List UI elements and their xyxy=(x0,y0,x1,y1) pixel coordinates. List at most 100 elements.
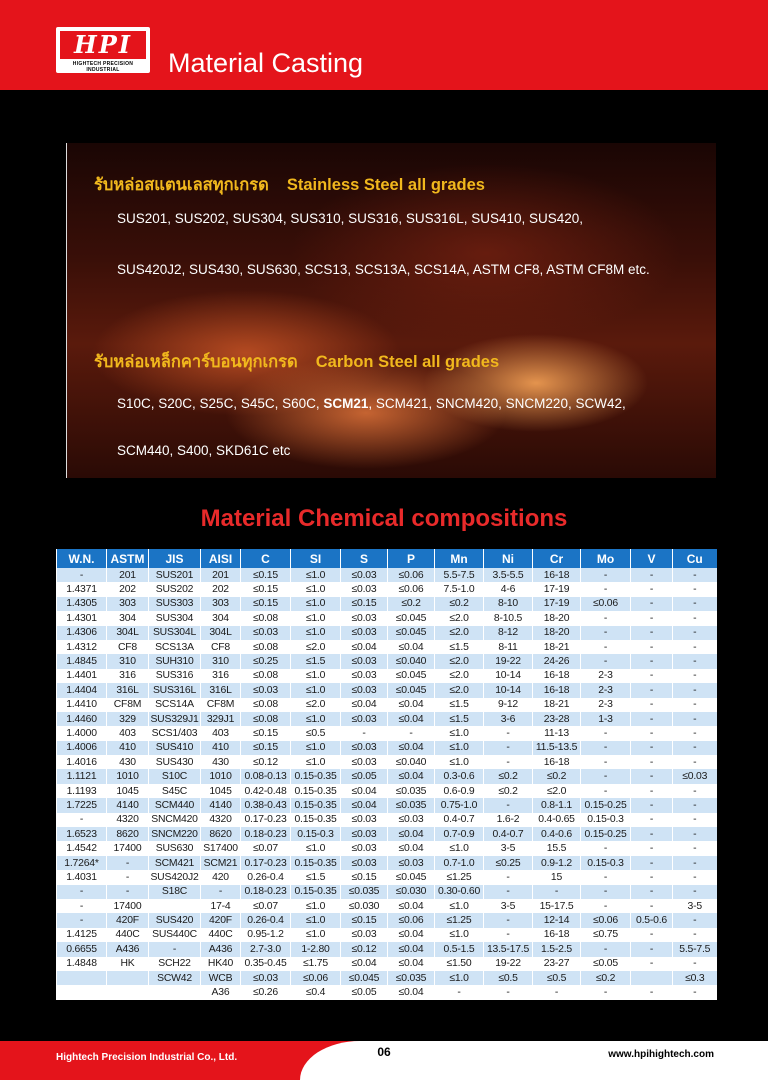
table-cell: 0.17-0.23 xyxy=(240,812,291,828)
table-cell: ≤0.03 xyxy=(340,841,388,856)
table-cell: 0.7-0.9 xyxy=(434,827,484,842)
table-cell: SUS329J1 xyxy=(148,711,201,727)
table-cell: 1.4404 xyxy=(56,683,107,698)
column-header: JIS xyxy=(148,549,201,568)
table-cell: ≤0.15 xyxy=(240,582,291,597)
table-cell: 0.7-1.0 xyxy=(434,855,484,871)
table-cell: ≤0.03 xyxy=(340,668,388,684)
table-cell: 1.4845 xyxy=(56,654,107,669)
table-cell: 1.4371 xyxy=(56,582,107,597)
table-cell: 1.1121 xyxy=(56,769,107,784)
table-cell: - xyxy=(672,625,717,640)
table-cell: ≤0.26 xyxy=(240,985,291,1000)
table-row: 1.4460 329 SUS329J1 329J1 ≤0.08 ≤1.0 ≤0.03 ≤0.0… xyxy=(56,711,717,727)
table-cell: ≤0.03 xyxy=(672,769,717,784)
table-cell: 1.1193 xyxy=(56,783,107,799)
table-cell: ≤1.5 xyxy=(434,639,484,655)
table-cell: ≤0.08 xyxy=(240,668,291,684)
table-cell: - xyxy=(672,697,717,712)
table-cell: ≤0.2 xyxy=(532,769,581,784)
table-cell: 11-13 xyxy=(532,726,581,741)
table-cell: S10C xyxy=(148,769,201,784)
table-cell: - xyxy=(532,884,581,899)
table-cell: ≤1.0 xyxy=(290,711,341,727)
table-cell: ≤0.5 xyxy=(483,970,533,986)
table-cell: 8-11 xyxy=(483,639,533,655)
carbon-grades-a: S10C, S20C, S25C, S45C, S60C, xyxy=(117,396,324,411)
table-cell: ≤0.2 xyxy=(483,783,533,799)
table-cell: 430 xyxy=(106,755,149,770)
table-cell: 0.15-0.25 xyxy=(580,827,631,842)
table-cell: 316 xyxy=(200,668,241,684)
table-row: 1.4848 HK SCH22 HK40 0.35-0.45 ≤1.75 ≤0.04 ≤0.0… xyxy=(56,956,717,971)
table-cell: ≤0.03 xyxy=(340,812,388,828)
table-cell: SUS303 xyxy=(148,596,201,612)
table-row: 1.4305 303 SUS303 303 ≤0.15 ≤1.0 ≤0.15 ≤0.2 ≤0.2… xyxy=(56,596,717,612)
table-cell: 0.6655 xyxy=(56,942,107,957)
footer-company: Hightech Precision Industrial Co., Ltd. xyxy=(56,1052,238,1063)
table-cell: 0.15-0.35 xyxy=(290,884,341,899)
table-cell: 0.4-0.6 xyxy=(532,827,581,842)
table-cell: ≤0.04 xyxy=(387,956,435,971)
table-cell: 420F xyxy=(200,913,241,928)
page-number: 06 xyxy=(377,1045,391,1059)
table-cell: 17-19 xyxy=(532,582,581,597)
table-cell: S45C xyxy=(148,783,201,799)
table-cell: 15-17.5 xyxy=(532,898,581,914)
table-cell: 0.18-0.23 xyxy=(240,827,291,842)
table-cell: ≤2.0 xyxy=(434,611,484,626)
table-cell: 1.4312 xyxy=(56,639,107,655)
table-row: 1.4006 410 SUS410 410 ≤0.15 ≤1.0 ≤0.03 ≤0.04 ≤1.… xyxy=(56,740,717,756)
table-cell: 0.5-1.5 xyxy=(434,942,484,957)
table-cell: 0.4-0.7 xyxy=(434,812,484,828)
column-header: V xyxy=(630,549,673,568)
table-cell: ≤0.08 xyxy=(240,697,291,712)
table-cell: - xyxy=(483,884,533,899)
table-cell: 403 xyxy=(106,726,149,741)
table-cell: - xyxy=(672,639,717,655)
table-cell: - xyxy=(630,611,673,626)
table-cell: SCM440 xyxy=(148,798,201,813)
table-cell: - xyxy=(483,726,533,741)
table-cell: 304L xyxy=(200,625,241,640)
footer-website[interactable]: www.hpihightech.com xyxy=(608,1049,714,1060)
table-row: 1.1193 1045 S45C 1045 0.42-0.48 0.15-0.35 ≤0.0… xyxy=(56,783,717,799)
table-cell: 2-3 xyxy=(580,683,631,698)
table-cell: 3.5-5.5 xyxy=(483,568,533,583)
table-cell: 303 xyxy=(106,596,149,612)
column-header: Mo xyxy=(580,549,631,568)
table-cell: ≤0.15 xyxy=(340,913,388,928)
table-cell: 0.17-0.23 xyxy=(240,855,291,871)
table-cell: ≤0.045 xyxy=(340,970,388,986)
table-row: 0.6655 A436- A436 2.7-3.0 1-2.80 ≤0.12 ≤0.04 0.… xyxy=(56,942,717,957)
table-cell: - xyxy=(672,783,717,799)
table-cell: ≤0.3 xyxy=(672,970,717,986)
table-cell: - xyxy=(56,898,107,914)
table-cell: 19-22 xyxy=(483,654,533,669)
table-cell: 420 xyxy=(200,870,241,885)
table-cell: 1.4410 xyxy=(56,697,107,712)
table-cell: 0.42-0.48 xyxy=(240,783,291,799)
carbon-heading-th: รับหล่อเหล็กคาร์บอนทุกเกรด xyxy=(94,353,298,371)
table-cell: 4140 xyxy=(200,798,241,813)
table-cell: 440C xyxy=(106,927,149,943)
table-cell: 0.15-0.3 xyxy=(290,827,341,842)
table-cell: - xyxy=(672,870,717,885)
table-cell: ≤0.045 xyxy=(387,611,435,626)
table-cell: ≤0.25 xyxy=(240,654,291,669)
carbon-heading: รับหล่อเหล็กคาร์บอนทุกเกรด Carbon Steel a… xyxy=(94,349,499,375)
table-cell: SNCM420 xyxy=(148,812,201,828)
logo-mark: HPI xyxy=(60,31,146,59)
table-cell: 1.4031 xyxy=(56,870,107,885)
table-cell: ≤0.04 xyxy=(340,956,388,971)
stainless-heading-en: Stainless Steel all grades xyxy=(286,176,485,194)
table-cell: - xyxy=(580,884,631,899)
stainless-grades-line1: SUS201, SUS202, SUS304, SUS310, SUS316, … xyxy=(117,211,584,226)
table-row: -17400 17-4 ≤0.07 ≤1.0 ≤0.030 ≤0.04 ≤1.0 3-5 15-… xyxy=(56,898,717,914)
table-cell: ≤0.045 xyxy=(387,683,435,698)
table-cell: ≤0.2 xyxy=(434,596,484,612)
table-cell: ≤2.0 xyxy=(434,654,484,669)
company-logo[interactable]: HPI HIGHTECH PRECISION INDUSTRIAL xyxy=(56,27,150,73)
table-cell: 17400 xyxy=(106,898,149,914)
table-cell: 17400 xyxy=(106,841,149,856)
